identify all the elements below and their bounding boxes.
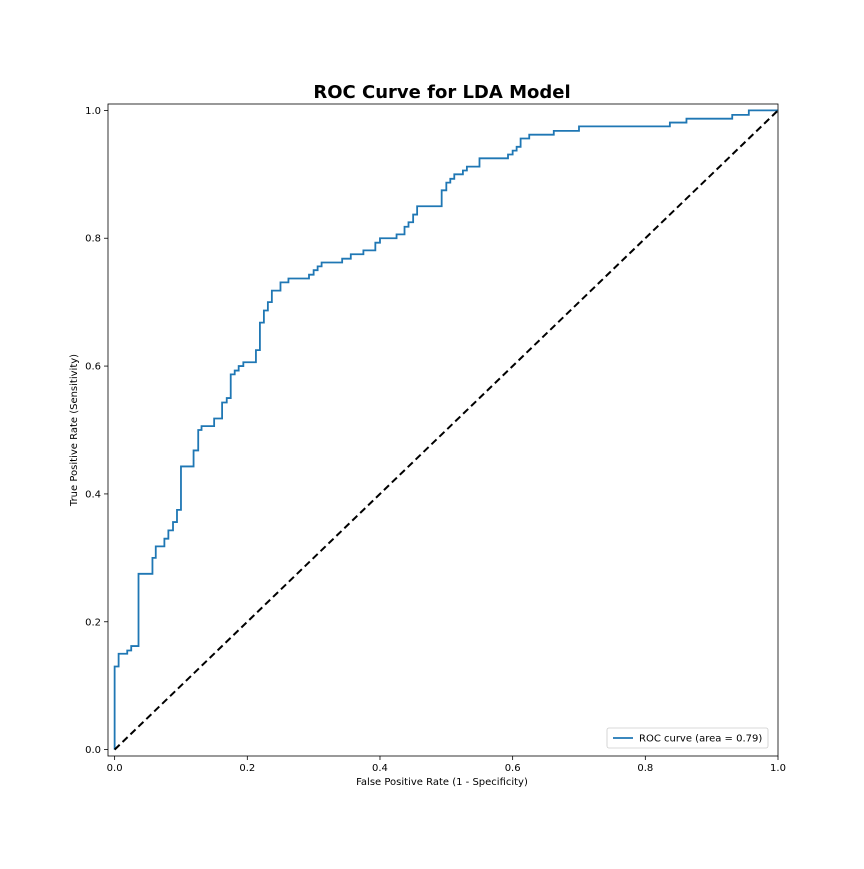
y-tick-label: 0.8 — [85, 234, 101, 245]
x-tick-label: 0.8 — [637, 763, 653, 774]
x-tick-label: 0.4 — [372, 763, 388, 774]
roc-curve-line — [113, 109, 778, 750]
y-tick-label: 1.0 — [85, 106, 101, 117]
x-tick-label: 0.0 — [107, 763, 123, 774]
legend: ROC curve (area = 0.79) — [606, 727, 769, 749]
legend-box — [606, 727, 769, 749]
axis-ticks: 0.0 0.2 0.4 0.6 0.8 1.0 0.0 0.2 0.4 0.6 0.8 1.0 — [85, 106, 786, 774]
x-axis-label: False Positive Rate (1 - Specificity) — [356, 777, 528, 788]
y-axis-label: True Positive Rate (Sensitivity) — [69, 354, 80, 507]
y-tick-label: 0.2 — [85, 617, 101, 628]
plot-area — [113, 109, 779, 751]
x-tick-label: 1.0 — [770, 763, 786, 774]
y-tick-label: 0.4 — [85, 489, 101, 500]
chart-title: ROC Curve for LDA Model — [313, 82, 570, 103]
x-tick-label: 0.2 — [239, 763, 255, 774]
plot-frame — [107, 103, 779, 757]
y-tick-label: 0.6 — [85, 362, 101, 373]
y-tick-label: 0.0 — [85, 745, 101, 756]
legend-label: ROC curve (area = 0.79) — [639, 734, 762, 745]
x-tick-label: 0.6 — [505, 763, 521, 774]
